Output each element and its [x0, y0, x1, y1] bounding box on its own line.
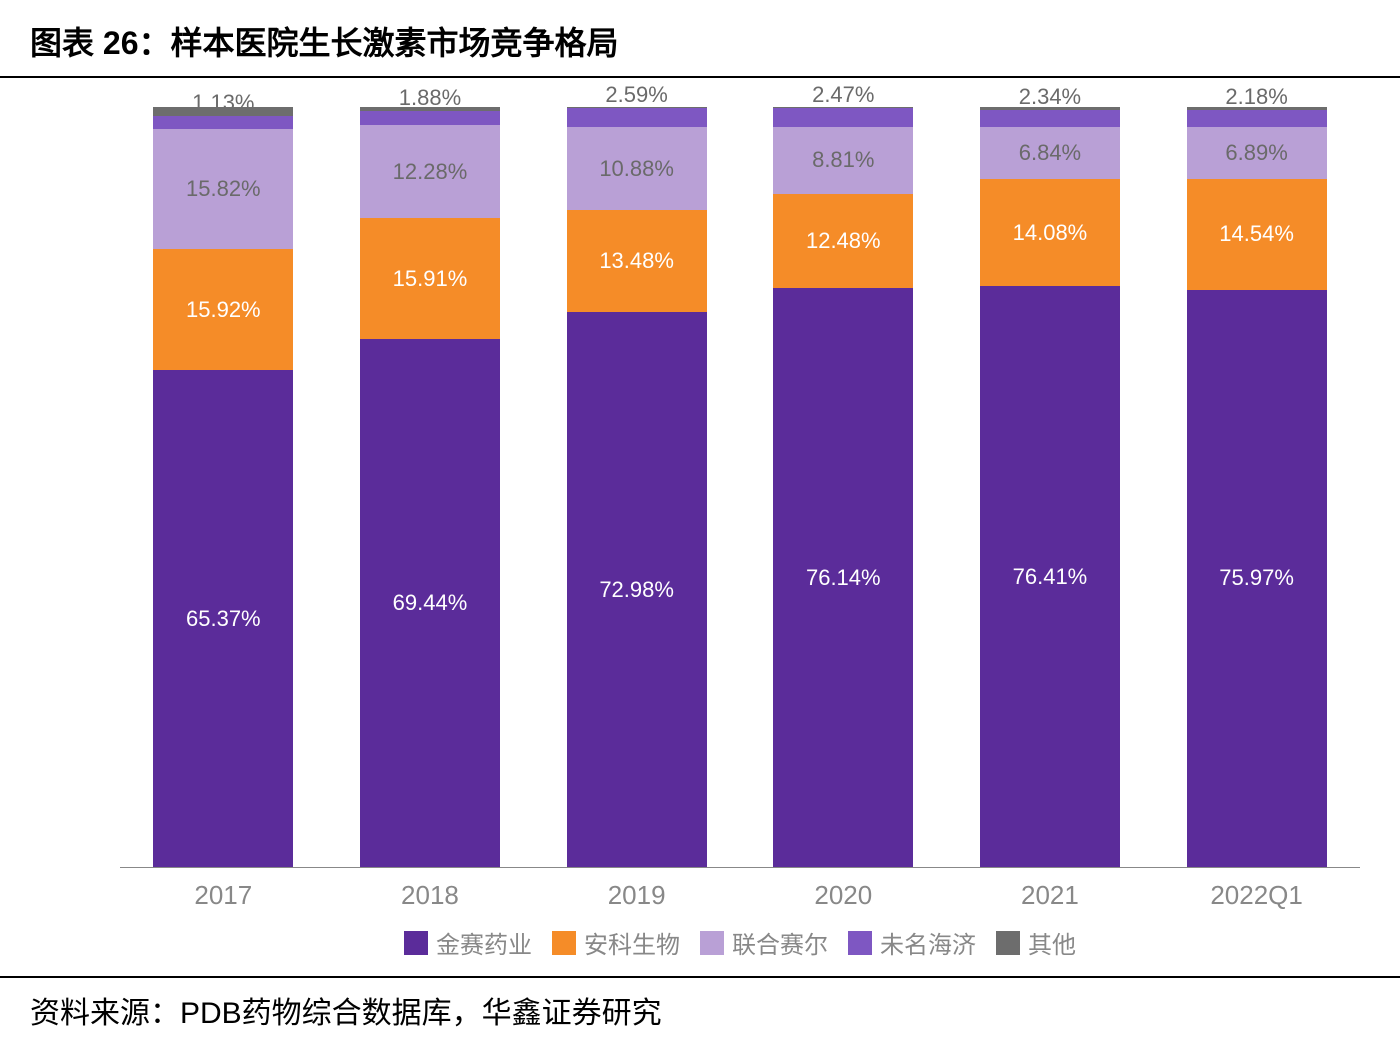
bar-segment	[153, 107, 293, 116]
bar-segment: 69.44%	[360, 339, 500, 867]
chart-container: 图表 26：样本医院生长激素市场竞争格局 65.37% 15.92% 15.82% 1…	[0, 0, 1400, 1045]
segment-value-label: 10.88%	[599, 156, 674, 182]
bar-segment: 65.37%	[153, 370, 293, 867]
bar-segment: 2.47%	[773, 108, 913, 127]
bar-group: 76.14% 12.48% 8.81% 2.47%	[740, 107, 947, 867]
chart-source: 资料来源：PDB药物综合数据库，华鑫证券研究	[0, 976, 1400, 1050]
bar-segment: 15.92%	[153, 249, 293, 370]
segment-value-label: 12.28%	[393, 159, 468, 185]
bar-segment	[1187, 107, 1327, 110]
x-axis-label: 2018	[327, 880, 534, 911]
bar-segment: 8.81%	[773, 127, 913, 194]
bar-segment: 12.28%	[360, 125, 500, 218]
bar-segment: 75.97%	[1187, 290, 1327, 867]
chart-legend: 金赛药业 安科生物 联合赛尔 未名海济 其他	[120, 911, 1360, 966]
bar-group: 76.41% 14.08% 6.84% 2.34%	[947, 107, 1154, 867]
bar-group: 69.44% 15.91% 12.28% 1.88%	[327, 107, 534, 867]
legend-label: 金赛药业	[436, 925, 532, 960]
bar-segment: 15.91%	[360, 218, 500, 339]
segment-value-label: 6.89%	[1225, 140, 1287, 166]
bars-region: 65.37% 15.92% 15.82% 1.13% 69.44% 15.91% 12.28…	[120, 108, 1360, 868]
bar-segment: 76.41%	[980, 286, 1120, 867]
legend-swatch	[996, 931, 1020, 955]
bar-segment: 72.98%	[567, 312, 707, 867]
bar-segment: 10.88%	[567, 127, 707, 210]
bar-stack: 69.44% 15.91% 12.28% 1.88%	[360, 107, 500, 867]
x-axis-label: 2021	[947, 880, 1154, 911]
legend-item: 安科生物	[552, 925, 680, 960]
segment-value-label: 15.82%	[186, 176, 261, 202]
bar-segment: 14.08%	[980, 179, 1120, 286]
legend-label: 未名海济	[880, 925, 976, 960]
segment-value-label: 76.41%	[1013, 564, 1088, 590]
bar-segment	[360, 107, 500, 111]
legend-swatch	[404, 931, 428, 955]
bar-segment	[773, 107, 913, 108]
segment-value-label: 2.34%	[1019, 84, 1081, 110]
bar-segment	[567, 107, 707, 108]
legend-item: 其他	[996, 925, 1076, 960]
legend-swatch	[552, 931, 576, 955]
segment-value-label: 76.14%	[806, 565, 881, 591]
bar-group: 65.37% 15.92% 15.82% 1.13%	[120, 107, 327, 867]
segment-value-label: 8.81%	[812, 147, 874, 173]
chart-title: 图表 26：样本医院生长激素市场竞争格局	[0, 0, 1400, 78]
x-axis-label: 2017	[120, 880, 327, 911]
legend-swatch	[848, 931, 872, 955]
bar-group: 72.98% 13.48% 10.88% 2.59%	[533, 107, 740, 867]
bar-stack: 76.14% 12.48% 8.81% 2.47%	[773, 107, 913, 867]
bar-segment: 6.89%	[1187, 127, 1327, 179]
bar-segment: 12.48%	[773, 194, 913, 289]
segment-value-label: 69.44%	[393, 590, 468, 616]
bar-segment: 14.54%	[1187, 179, 1327, 290]
bar-segment: 1.13%	[153, 116, 293, 129]
segment-value-label: 6.84%	[1019, 140, 1081, 166]
segment-value-label: 2.59%	[605, 82, 667, 108]
legend-item: 未名海济	[848, 925, 976, 960]
bar-segment: 15.82%	[153, 129, 293, 249]
x-axis-label: 2019	[533, 880, 740, 911]
bar-segment: 6.84%	[980, 127, 1120, 179]
legend-label: 其他	[1028, 925, 1076, 960]
x-axis-label: 2022Q1	[1153, 880, 1360, 911]
segment-value-label: 72.98%	[599, 577, 674, 603]
legend-label: 联合赛尔	[732, 925, 828, 960]
bar-stack: 75.97% 14.54% 6.89% 2.18%	[1187, 107, 1327, 867]
segment-value-label: 13.48%	[599, 248, 674, 274]
legend-item: 联合赛尔	[700, 925, 828, 960]
bar-segment: 76.14%	[773, 288, 913, 867]
segment-value-label: 15.91%	[393, 266, 468, 292]
bar-segment: 2.18%	[1187, 110, 1327, 127]
segment-value-label: 14.54%	[1219, 221, 1294, 247]
legend-label: 安科生物	[584, 925, 680, 960]
chart-plot-area: 65.37% 15.92% 15.82% 1.13% 69.44% 15.91% 12.28…	[0, 78, 1400, 976]
segment-value-label: 2.47%	[812, 82, 874, 108]
legend-item: 金赛药业	[404, 925, 532, 960]
bar-segment	[980, 107, 1120, 110]
segment-value-label: 14.08%	[1013, 220, 1088, 246]
bar-stack: 65.37% 15.92% 15.82% 1.13%	[153, 107, 293, 867]
legend-swatch	[700, 931, 724, 955]
bar-segment: 1.88%	[360, 111, 500, 125]
bar-stack: 72.98% 13.48% 10.88% 2.59%	[567, 107, 707, 867]
x-axis-label: 2020	[740, 880, 947, 911]
bar-group: 75.97% 14.54% 6.89% 2.18%	[1153, 107, 1360, 867]
bar-segment: 2.34%	[980, 110, 1120, 128]
segment-value-label: 12.48%	[806, 228, 881, 254]
x-axis-labels: 201720182019202020212022Q1	[120, 868, 1360, 911]
segment-value-label: 65.37%	[186, 606, 261, 632]
bar-segment: 13.48%	[567, 210, 707, 312]
bar-segment: 2.59%	[567, 108, 707, 128]
segment-value-label: 15.92%	[186, 297, 261, 323]
bar-stack: 76.41% 14.08% 6.84% 2.34%	[980, 107, 1120, 867]
segment-value-label: 75.97%	[1219, 565, 1294, 591]
